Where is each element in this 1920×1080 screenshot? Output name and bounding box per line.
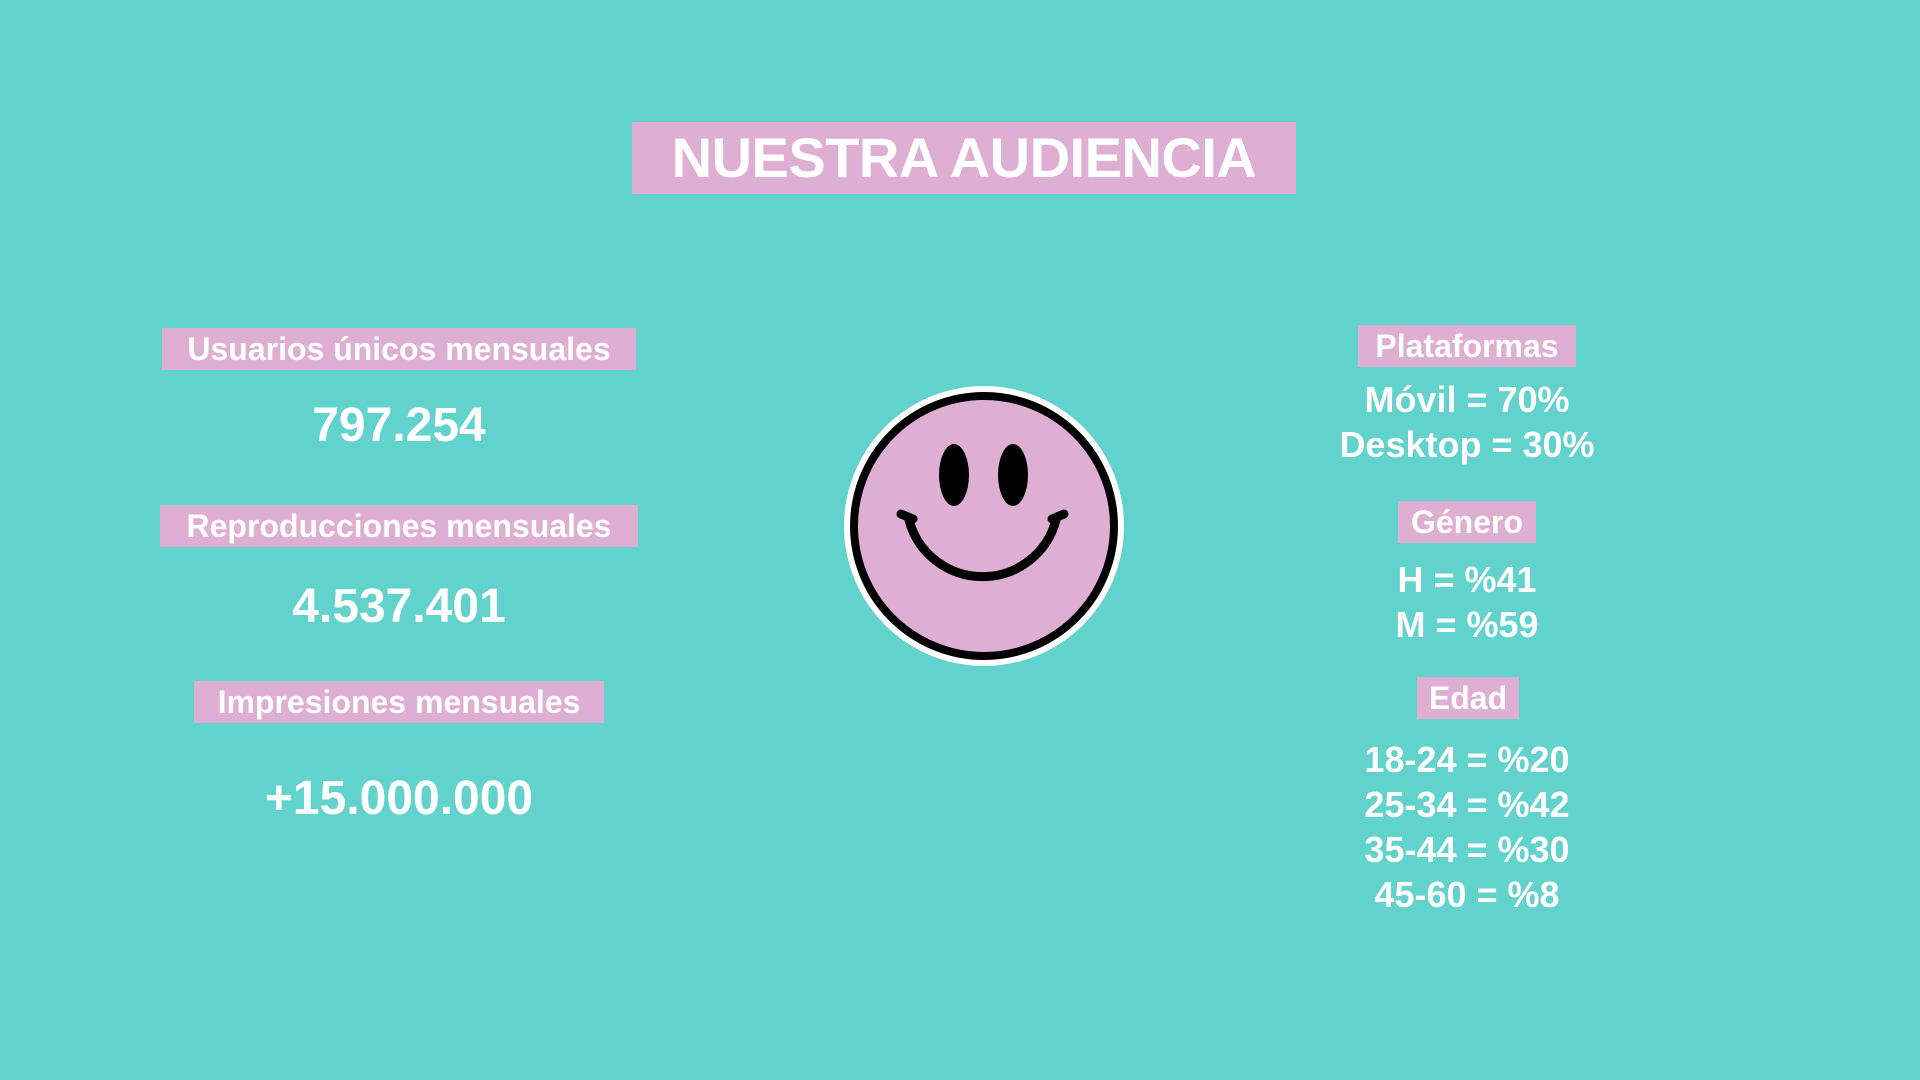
age-breakdown: 18-24 = %20 25-34 = %42 35-44 = %30 45-6…	[1280, 737, 1654, 917]
smiley-mouth-left-corner	[896, 509, 918, 524]
smiley-left-eye	[939, 444, 969, 506]
gender-label: Género	[1398, 501, 1536, 543]
platform-desktop-stat: Desktop = 30%	[1339, 424, 1595, 465]
smiley-face-icon	[844, 386, 1124, 666]
age-35-44-stat: 35-44 = %30	[1364, 829, 1570, 870]
page-title: NUESTRA AUDIENCIA	[632, 122, 1296, 194]
monthly-plays-value: 4.537.401	[292, 580, 506, 633]
monthly-unique-users-label: Usuarios únicos mensuales	[162, 328, 636, 370]
platforms-breakdown: Móvil = 70% Desktop = 30%	[1280, 377, 1654, 467]
age-25-34-stat: 25-34 = %42	[1364, 784, 1570, 825]
monthly-impressions-label: Impresiones mensuales	[194, 681, 604, 723]
age-45-60-stat: 45-60 = %8	[1374, 874, 1560, 915]
gender-female-stat: M = %59	[1395, 604, 1539, 645]
monthly-impressions-value: +15.000.000	[264, 772, 534, 825]
smiley-mouth-right-corner	[1047, 509, 1069, 524]
age-18-24-stat: 18-24 = %20	[1364, 739, 1570, 780]
smiley-face	[850, 392, 1118, 660]
gender-male-stat: H = %41	[1397, 559, 1537, 600]
gender-breakdown: H = %41 M = %59	[1280, 557, 1654, 647]
age-label: Edad	[1417, 677, 1519, 719]
smiley-right-eye	[998, 444, 1028, 506]
platforms-label: Plataformas	[1358, 325, 1576, 367]
monthly-unique-users-value: 797.254	[312, 399, 486, 452]
monthly-plays-label: Reproducciones mensuales	[160, 505, 638, 547]
platform-mobile-stat: Móvil = 70%	[1364, 379, 1570, 420]
smiley-mouth	[904, 515, 1061, 582]
